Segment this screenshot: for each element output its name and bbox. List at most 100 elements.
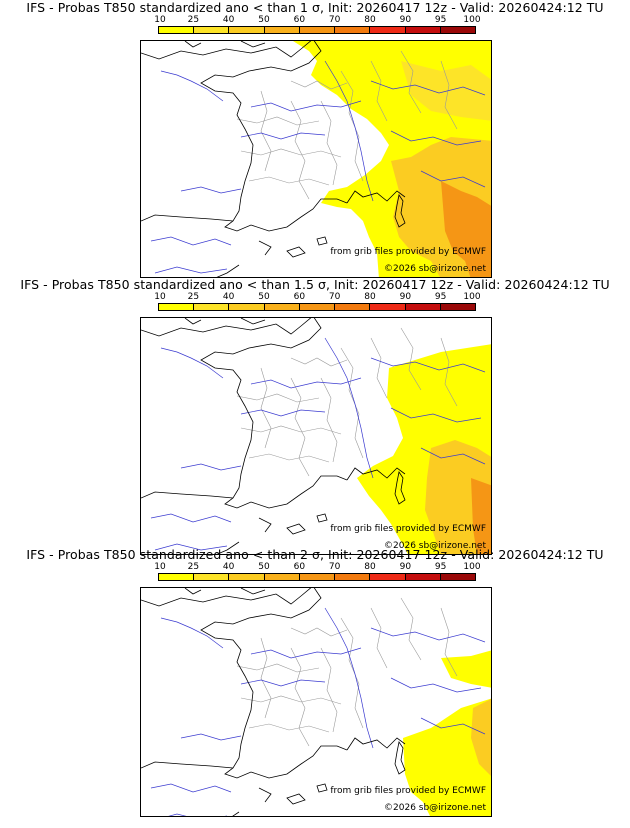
legend-color-swatch <box>194 304 230 310</box>
legend-tick-label: 50 <box>258 292 270 302</box>
river <box>180 186 242 194</box>
copyright-credit: ©2026 sb@irizone.net <box>384 541 486 551</box>
admin-border <box>320 377 338 463</box>
legend-color-swatch <box>229 304 265 310</box>
admin-border <box>240 148 342 158</box>
legend-color-swatch <box>335 27 371 33</box>
legend-color-swatch <box>264 574 300 580</box>
admin-border <box>236 116 320 126</box>
legend-ticks: 10 25 40 50 60 70 80 90 95 100 <box>154 15 480 26</box>
legend-color-swatch <box>440 27 475 33</box>
river <box>180 463 242 471</box>
island-corsica <box>394 193 406 228</box>
source-credit: from grib files provided by ECMWF <box>330 247 486 257</box>
legend-color-swatch <box>229 27 265 33</box>
legend-color-swatch <box>335 574 371 580</box>
legend-tick-label: 70 <box>328 292 341 302</box>
legend-color-swatch <box>159 304 195 310</box>
admin-border <box>400 327 422 391</box>
river <box>250 377 362 389</box>
legend-color-swatch <box>370 27 406 33</box>
probability-area <box>441 650 491 688</box>
legend-color-swatch <box>405 304 441 310</box>
river <box>154 543 228 551</box>
river <box>370 357 486 373</box>
coastline <box>200 41 348 232</box>
admin-border <box>290 377 310 477</box>
admin-border <box>370 607 388 669</box>
admin-border <box>370 337 388 399</box>
legend-tick-label: 80 <box>364 15 376 25</box>
copyright-credit: ©2026 sb@irizone.net <box>384 803 486 813</box>
probability-map: from grib files provided by ECMWF ©2026 … <box>140 317 492 555</box>
admin-border <box>340 617 364 729</box>
legend-bar <box>158 26 476 34</box>
admin-border <box>320 647 338 733</box>
panel-title: IFS - Probas T850 standardized ano < tha… <box>26 0 604 15</box>
probability-area <box>471 699 491 776</box>
admin-border <box>290 627 348 637</box>
admin-border <box>248 453 330 463</box>
legend-color-swatch <box>370 304 406 310</box>
legend-tick-label: 50 <box>258 15 270 25</box>
legend-tick-label: 80 <box>364 292 376 302</box>
river <box>180 733 242 741</box>
river <box>250 100 362 112</box>
map-panel-3: IFS - Probas T850 standardized ano < tha… <box>0 547 630 822</box>
admin-border <box>248 723 330 733</box>
legend-tick-label: 40 <box>222 292 235 302</box>
legend-tick-label: 60 <box>293 292 306 302</box>
legend-tick-label: 90 <box>399 15 412 25</box>
legend-tick-label: 40 <box>222 562 235 572</box>
legend-color-swatch <box>440 574 475 580</box>
admin-border <box>290 357 348 367</box>
admin-border <box>240 425 342 435</box>
river <box>324 337 374 479</box>
coastline <box>200 318 348 509</box>
legend-tick-label: 10 <box>154 562 166 572</box>
admin-border <box>236 663 320 673</box>
river <box>390 407 482 423</box>
coastline <box>141 41 312 60</box>
river <box>420 170 486 188</box>
river <box>150 783 232 793</box>
admin-border <box>340 347 364 459</box>
coastline <box>216 517 272 554</box>
legend-color-swatch <box>229 574 265 580</box>
probability-area <box>401 61 491 121</box>
legend-tick-label: 100 <box>463 292 481 302</box>
admin-border <box>320 100 338 186</box>
panel-title: IFS - Probas T850 standardized ano < tha… <box>20 277 610 292</box>
legend-tick-label: 25 <box>187 562 200 572</box>
legend-tick-label: 95 <box>434 292 447 302</box>
river <box>160 347 224 379</box>
legend-tick-label: 90 <box>399 562 412 572</box>
admin-border <box>290 80 348 90</box>
source-credit: from grib files provided by ECMWF <box>330 524 486 534</box>
river <box>420 717 486 735</box>
probability-area <box>471 478 491 554</box>
legend-tick-label: 70 <box>328 15 341 25</box>
legend-tick-label: 50 <box>258 562 270 572</box>
copyright-credit: ©2026 sb@irizone.net <box>384 264 486 274</box>
river <box>370 80 486 96</box>
legend-color-swatch <box>440 304 475 310</box>
admin-border <box>440 607 458 677</box>
island-corsica <box>394 740 406 775</box>
color-legend: 10 25 40 50 60 70 80 90 95 100 <box>154 15 481 36</box>
map-canvas <box>141 318 491 554</box>
river <box>150 236 232 246</box>
river <box>160 70 224 102</box>
legend-tick-label: 70 <box>328 562 341 572</box>
legend-color-swatch <box>370 574 406 580</box>
coastline <box>346 737 406 751</box>
legend-color-swatch <box>264 304 300 310</box>
legend-tick-label: 100 <box>463 15 481 25</box>
coastline <box>232 787 272 816</box>
admin-border <box>248 176 330 186</box>
admin-border <box>370 60 388 122</box>
legend-color-swatch <box>264 27 300 33</box>
legend-tick-label: 80 <box>364 562 376 572</box>
admin-border <box>440 337 458 407</box>
probability-area <box>403 698 491 816</box>
